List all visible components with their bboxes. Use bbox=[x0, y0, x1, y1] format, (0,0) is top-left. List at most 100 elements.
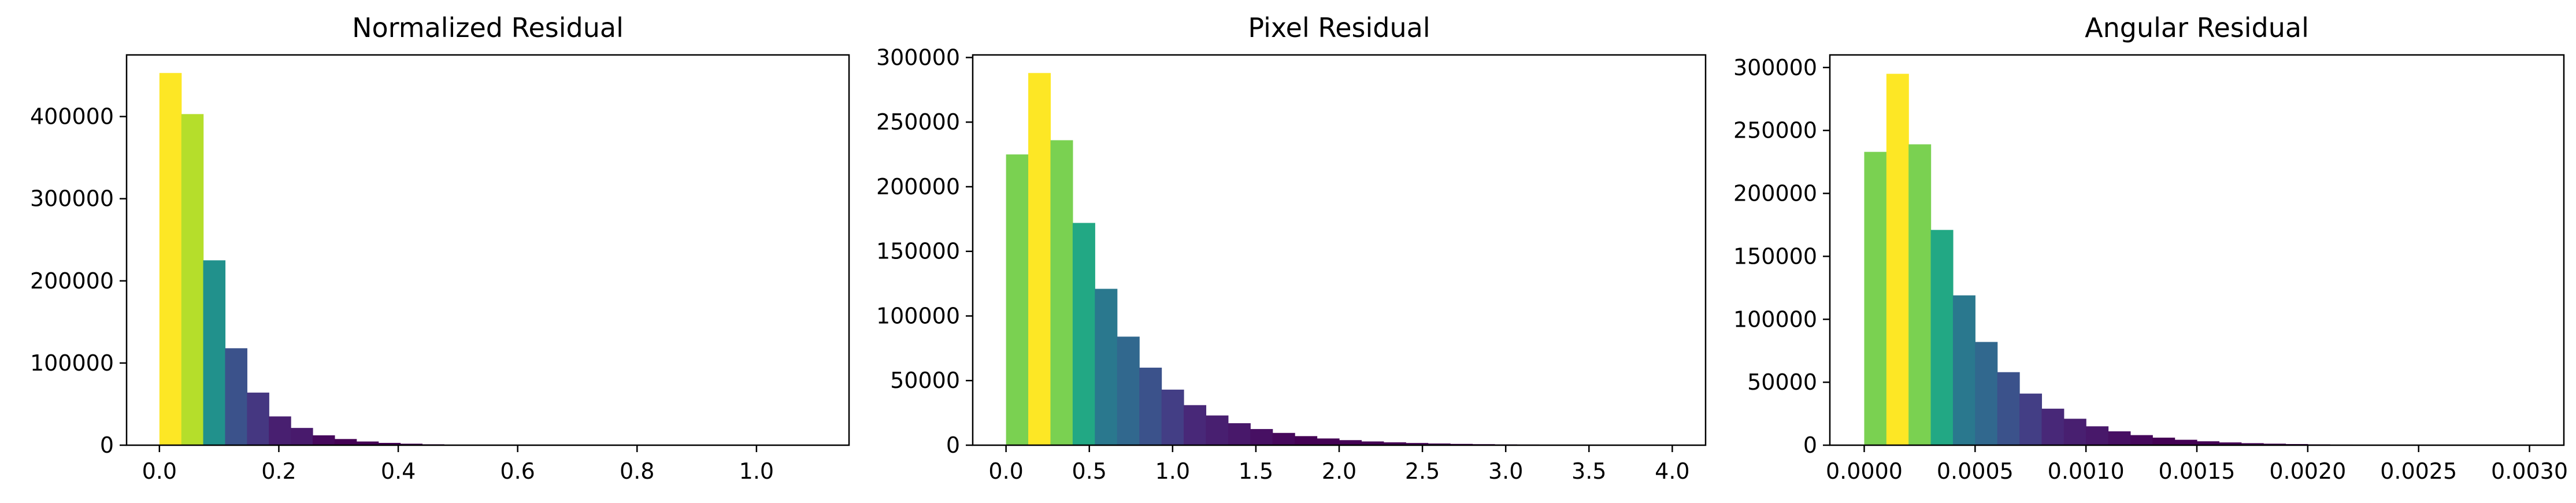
angular-residual-xtick-label: 0.0015 bbox=[2159, 458, 2236, 484]
angular-residual-bar bbox=[1952, 295, 1975, 445]
pixel-residual-ytick-label: 50000 bbox=[890, 368, 960, 393]
angular-residual-bar bbox=[1908, 144, 1932, 446]
angular-residual-bar bbox=[1886, 73, 1909, 445]
pixel-residual-ytick-label: 100000 bbox=[876, 303, 960, 328]
pixel-residual-bar bbox=[1295, 436, 1318, 445]
pixel-residual-ytick-label: 0 bbox=[946, 432, 960, 458]
angular-residual-xtick-label: 0.0030 bbox=[2491, 458, 2568, 484]
normalized-residual-title: Normalized Residual bbox=[352, 12, 624, 43]
pixel-residual-title: Pixel Residual bbox=[1248, 12, 1430, 43]
angular-residual-xtick-label: 0.0020 bbox=[2269, 458, 2346, 484]
pixel-residual-xtick-label: 3.5 bbox=[1571, 458, 1606, 484]
angular-residual-panel: 0.0000 0.0005 0.0010 0.0015 0.0020 0.0025 0.00… bbox=[1733, 12, 2568, 484]
angular-residual-bar bbox=[2019, 393, 2043, 445]
normalized-residual-ytick-label: 300000 bbox=[30, 186, 114, 212]
normalized-residual-axes-frame bbox=[125, 54, 850, 446]
pixel-residual-ytick-label: 250000 bbox=[876, 109, 960, 135]
pixel-residual-bar bbox=[1028, 73, 1051, 446]
normalized-residual-xtick-label: 0.0 bbox=[142, 458, 177, 484]
angular-residual-bar bbox=[2086, 426, 2109, 445]
angular-residual-bar bbox=[1975, 342, 1998, 445]
pixel-residual-bar bbox=[1139, 367, 1162, 445]
normalized-residual-xtick-label: 0.6 bbox=[500, 458, 535, 484]
angular-residual-bar bbox=[2041, 408, 2064, 445]
angular-residual-ytick-label: 200000 bbox=[1733, 181, 1817, 206]
angular-residual-xtick-label: 0.0010 bbox=[2048, 458, 2125, 484]
normalized-residual-bar bbox=[400, 443, 422, 445]
angular-residual-bar bbox=[1930, 230, 1954, 445]
pixel-residual-bar bbox=[1161, 389, 1184, 445]
angular-residual-ytick-label: 0 bbox=[1803, 432, 1817, 458]
normalized-residual-xtick-label: 0.4 bbox=[381, 458, 416, 484]
normalized-residual-xtick-label: 0.2 bbox=[261, 458, 296, 484]
pixel-residual-bar bbox=[1383, 442, 1406, 445]
pixel-residual-bar bbox=[1406, 443, 1429, 445]
pixel-residual-bar bbox=[1206, 415, 1229, 445]
normalized-residual-bar bbox=[203, 260, 226, 445]
pixel-residual-bar bbox=[1428, 443, 1451, 445]
normalized-residual-bar bbox=[225, 348, 247, 445]
pixel-residual-ytick-label: 200000 bbox=[876, 174, 960, 199]
normalized-residual-ytick-label: 0 bbox=[100, 432, 114, 458]
angular-residual-ytick-label: 100000 bbox=[1733, 306, 1817, 332]
pixel-residual-bar bbox=[1184, 405, 1207, 445]
pixel-residual-bar bbox=[1117, 336, 1140, 445]
pixel-residual-xtick-label: 0.5 bbox=[1072, 458, 1107, 484]
normalized-residual-bar bbox=[159, 73, 182, 445]
pixel-residual-xtick-label: 1.5 bbox=[1239, 458, 1273, 484]
pixel-residual-xtick-label: 0.0 bbox=[988, 458, 1023, 484]
pixel-residual-ytick-label: 150000 bbox=[876, 239, 960, 264]
pixel-residual-xtick-label: 2.0 bbox=[1322, 458, 1356, 484]
pixel-residual-bar bbox=[1050, 140, 1073, 445]
normalized-residual-bar bbox=[356, 441, 379, 445]
angular-residual-bar bbox=[2197, 441, 2219, 445]
angular-residual-bar bbox=[2174, 439, 2197, 445]
normalized-residual-panel: 0.0 0.2 0.4 0.6 0.8 1.0 0 100000 200000 300000 400… bbox=[30, 12, 850, 484]
angular-residual-bar bbox=[2152, 437, 2175, 445]
angular-residual-bar bbox=[2130, 435, 2153, 445]
pixel-residual-bar bbox=[1339, 440, 1362, 445]
pixel-residual-panel: 0.0 0.5 1.0 1.5 2.0 2.5 3.0 3.5 4.0 0 50000 100000 1… bbox=[876, 12, 1707, 484]
pixel-residual-ytick-label: 300000 bbox=[876, 45, 960, 70]
pixel-residual-xtick-label: 3.0 bbox=[1488, 458, 1523, 484]
normalized-residual-bar bbox=[181, 114, 204, 445]
normalized-residual-bar bbox=[378, 443, 401, 445]
angular-residual-bar bbox=[1997, 372, 2020, 445]
angular-residual-ytick-label: 250000 bbox=[1733, 118, 1817, 143]
angular-residual-ytick-label: 300000 bbox=[1733, 55, 1817, 80]
normalized-residual-xtick-label: 0.8 bbox=[620, 458, 654, 484]
pixel-residual-bar bbox=[1361, 441, 1384, 445]
angular-residual-bar bbox=[2063, 419, 2086, 445]
pixel-residual-xtick-label: 1.0 bbox=[1155, 458, 1190, 484]
angular-residual-bar bbox=[2263, 443, 2286, 445]
normalized-residual-ytick-label: 100000 bbox=[30, 350, 114, 376]
normalized-residual-bar bbox=[291, 428, 313, 445]
angular-residual-bar bbox=[1864, 151, 1887, 445]
pixel-residual-bar bbox=[1006, 154, 1029, 445]
angular-residual-bar bbox=[2219, 442, 2242, 445]
normalized-residual-ytick-label: 200000 bbox=[30, 268, 114, 294]
pixel-residual-bar bbox=[1072, 223, 1095, 445]
pixel-residual-bar bbox=[1095, 289, 1118, 445]
pixel-residual-xtick-label: 4.0 bbox=[1655, 458, 1689, 484]
pixel-residual-bar bbox=[1272, 432, 1295, 445]
pixel-residual-bar bbox=[1250, 429, 1273, 445]
normalized-residual-bar bbox=[247, 393, 269, 445]
normalized-residual-bar bbox=[334, 439, 357, 445]
angular-residual-title: Angular Residual bbox=[2085, 12, 2309, 43]
angular-residual-xtick-label: 0.0005 bbox=[1937, 458, 2014, 484]
angular-residual-bar bbox=[2241, 443, 2264, 445]
angular-residual-xtick-label: 0.0000 bbox=[1826, 458, 1903, 484]
pixel-residual-bar bbox=[1228, 423, 1251, 445]
angular-residual-ytick-label: 150000 bbox=[1733, 243, 1817, 269]
angular-residual-ytick-label: 50000 bbox=[1747, 369, 1817, 395]
normalized-residual-bar bbox=[313, 435, 335, 445]
normalized-residual-bar bbox=[269, 416, 291, 445]
angular-residual-bar bbox=[2108, 431, 2131, 445]
pixel-residual-bar bbox=[1317, 438, 1340, 445]
angular-residual-xtick-label: 0.0025 bbox=[2380, 458, 2457, 484]
normalized-residual-ytick-label: 400000 bbox=[30, 104, 114, 130]
pixel-residual-xtick-label: 2.5 bbox=[1405, 458, 1440, 484]
normalized-residual-xtick-label: 1.0 bbox=[739, 458, 774, 484]
